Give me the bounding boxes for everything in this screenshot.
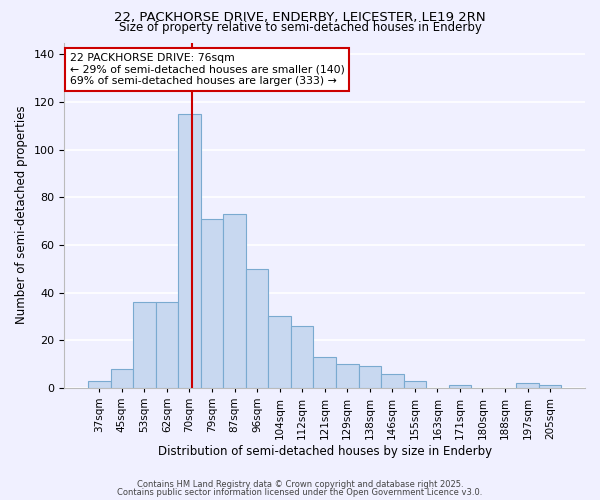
Bar	[246, 268, 268, 388]
Bar	[268, 316, 291, 388]
Bar	[88, 380, 110, 388]
Bar	[313, 357, 336, 388]
Bar	[381, 374, 404, 388]
X-axis label: Distribution of semi-detached houses by size in Enderby: Distribution of semi-detached houses by …	[158, 444, 492, 458]
Bar	[449, 386, 471, 388]
Text: 22, PACKHORSE DRIVE, ENDERBY, LEICESTER, LE19 2RN: 22, PACKHORSE DRIVE, ENDERBY, LEICESTER,…	[114, 11, 486, 24]
Bar	[404, 380, 426, 388]
Bar	[110, 368, 133, 388]
Bar	[291, 326, 313, 388]
Bar	[359, 366, 381, 388]
Bar	[223, 214, 246, 388]
Bar	[178, 114, 201, 388]
Bar	[155, 302, 178, 388]
Bar	[516, 383, 539, 388]
Bar	[539, 386, 562, 388]
Text: 22 PACKHORSE DRIVE: 76sqm
← 29% of semi-detached houses are smaller (140)
69% of: 22 PACKHORSE DRIVE: 76sqm ← 29% of semi-…	[70, 53, 344, 86]
Text: Contains public sector information licensed under the Open Government Licence v3: Contains public sector information licen…	[118, 488, 482, 497]
Bar	[201, 218, 223, 388]
Text: Contains HM Land Registry data © Crown copyright and database right 2025.: Contains HM Land Registry data © Crown c…	[137, 480, 463, 489]
Text: Size of property relative to semi-detached houses in Enderby: Size of property relative to semi-detach…	[119, 22, 481, 35]
Bar	[133, 302, 155, 388]
Bar	[336, 364, 359, 388]
Y-axis label: Number of semi-detached properties: Number of semi-detached properties	[15, 106, 28, 324]
